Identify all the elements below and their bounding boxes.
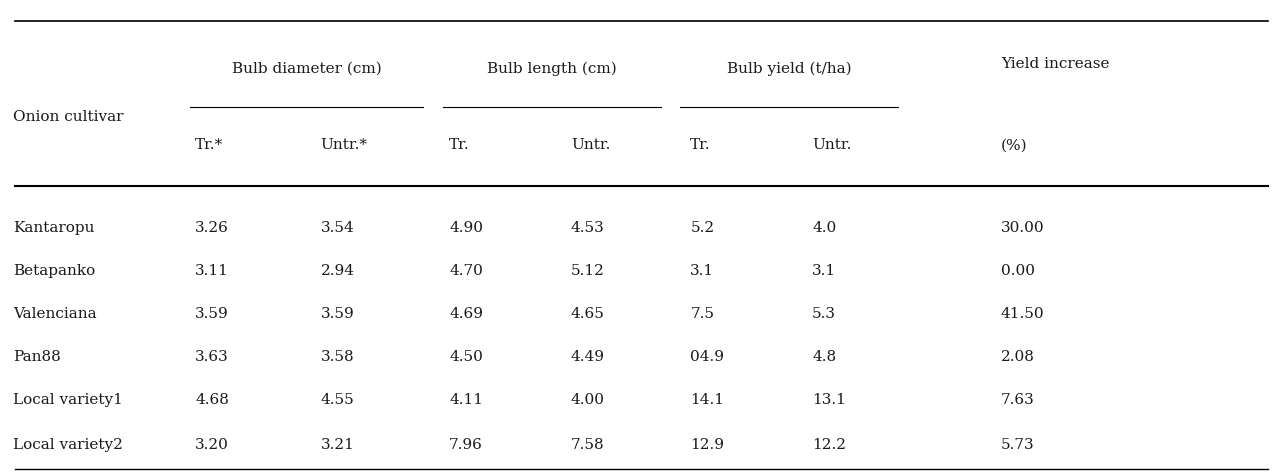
Text: Local variety2: Local variety2 — [13, 438, 123, 452]
Text: Onion cultivar: Onion cultivar — [13, 109, 123, 124]
Text: 4.8: 4.8 — [812, 350, 837, 364]
Text: 5.3: 5.3 — [812, 307, 837, 321]
Text: Bulb length (cm): Bulb length (cm) — [486, 62, 617, 76]
Text: 0.00: 0.00 — [1001, 264, 1035, 278]
Text: Tr.*: Tr.* — [195, 138, 223, 152]
Text: 3.11: 3.11 — [195, 264, 228, 278]
Text: 4.68: 4.68 — [195, 393, 228, 407]
Text: Untr.: Untr. — [812, 138, 852, 152]
Text: Local variety1: Local variety1 — [13, 393, 123, 407]
Text: 3.58: 3.58 — [321, 350, 354, 364]
Text: 3.20: 3.20 — [195, 438, 228, 452]
Text: 4.50: 4.50 — [449, 350, 482, 364]
Text: 4.69: 4.69 — [449, 307, 484, 321]
Text: 4.0: 4.0 — [812, 221, 837, 236]
Text: 30.00: 30.00 — [1001, 221, 1044, 236]
Text: Tr.: Tr. — [449, 138, 470, 152]
Text: 3.63: 3.63 — [195, 350, 228, 364]
Text: 4.49: 4.49 — [571, 350, 606, 364]
Text: 5.73: 5.73 — [1001, 438, 1034, 452]
Text: 7.58: 7.58 — [571, 438, 604, 452]
Text: 4.55: 4.55 — [321, 393, 354, 407]
Text: Bulb yield (t/ha): Bulb yield (t/ha) — [726, 62, 852, 76]
Text: 3.1: 3.1 — [812, 264, 837, 278]
Text: 2.94: 2.94 — [321, 264, 355, 278]
Text: 3.54: 3.54 — [321, 221, 354, 236]
Text: 41.50: 41.50 — [1001, 307, 1044, 321]
Text: 7.63: 7.63 — [1001, 393, 1034, 407]
Text: 4.53: 4.53 — [571, 221, 604, 236]
Text: 3.21: 3.21 — [321, 438, 354, 452]
Text: 14.1: 14.1 — [690, 393, 725, 407]
Text: 4.00: 4.00 — [571, 393, 606, 407]
Text: 3.59: 3.59 — [321, 307, 354, 321]
Text: 3.1: 3.1 — [690, 264, 715, 278]
Text: Untr.: Untr. — [571, 138, 611, 152]
Text: 5.2: 5.2 — [690, 221, 715, 236]
Text: 7.5: 7.5 — [690, 307, 715, 321]
Text: 3.59: 3.59 — [195, 307, 228, 321]
Text: 3.26: 3.26 — [195, 221, 228, 236]
Text: Betapanko: Betapanko — [13, 264, 95, 278]
Text: Kantaropu: Kantaropu — [13, 221, 95, 236]
Text: Valenciana: Valenciana — [13, 307, 96, 321]
Text: 13.1: 13.1 — [812, 393, 845, 407]
Text: 4.65: 4.65 — [571, 307, 604, 321]
Text: Pan88: Pan88 — [13, 350, 60, 364]
Text: 2.08: 2.08 — [1001, 350, 1034, 364]
Text: 5.12: 5.12 — [571, 264, 604, 278]
Text: 12.9: 12.9 — [690, 438, 725, 452]
Text: 4.11: 4.11 — [449, 393, 484, 407]
Text: 4.70: 4.70 — [449, 264, 482, 278]
Text: 4.90: 4.90 — [449, 221, 484, 236]
Text: Untr.*: Untr.* — [321, 138, 368, 152]
Text: Yield increase: Yield increase — [1001, 57, 1110, 71]
Text: 12.2: 12.2 — [812, 438, 847, 452]
Text: Bulb diameter (cm): Bulb diameter (cm) — [232, 62, 381, 76]
Text: (%): (%) — [1001, 138, 1028, 152]
Text: Tr.: Tr. — [690, 138, 711, 152]
Text: 7.96: 7.96 — [449, 438, 482, 452]
Text: 04.9: 04.9 — [690, 350, 725, 364]
